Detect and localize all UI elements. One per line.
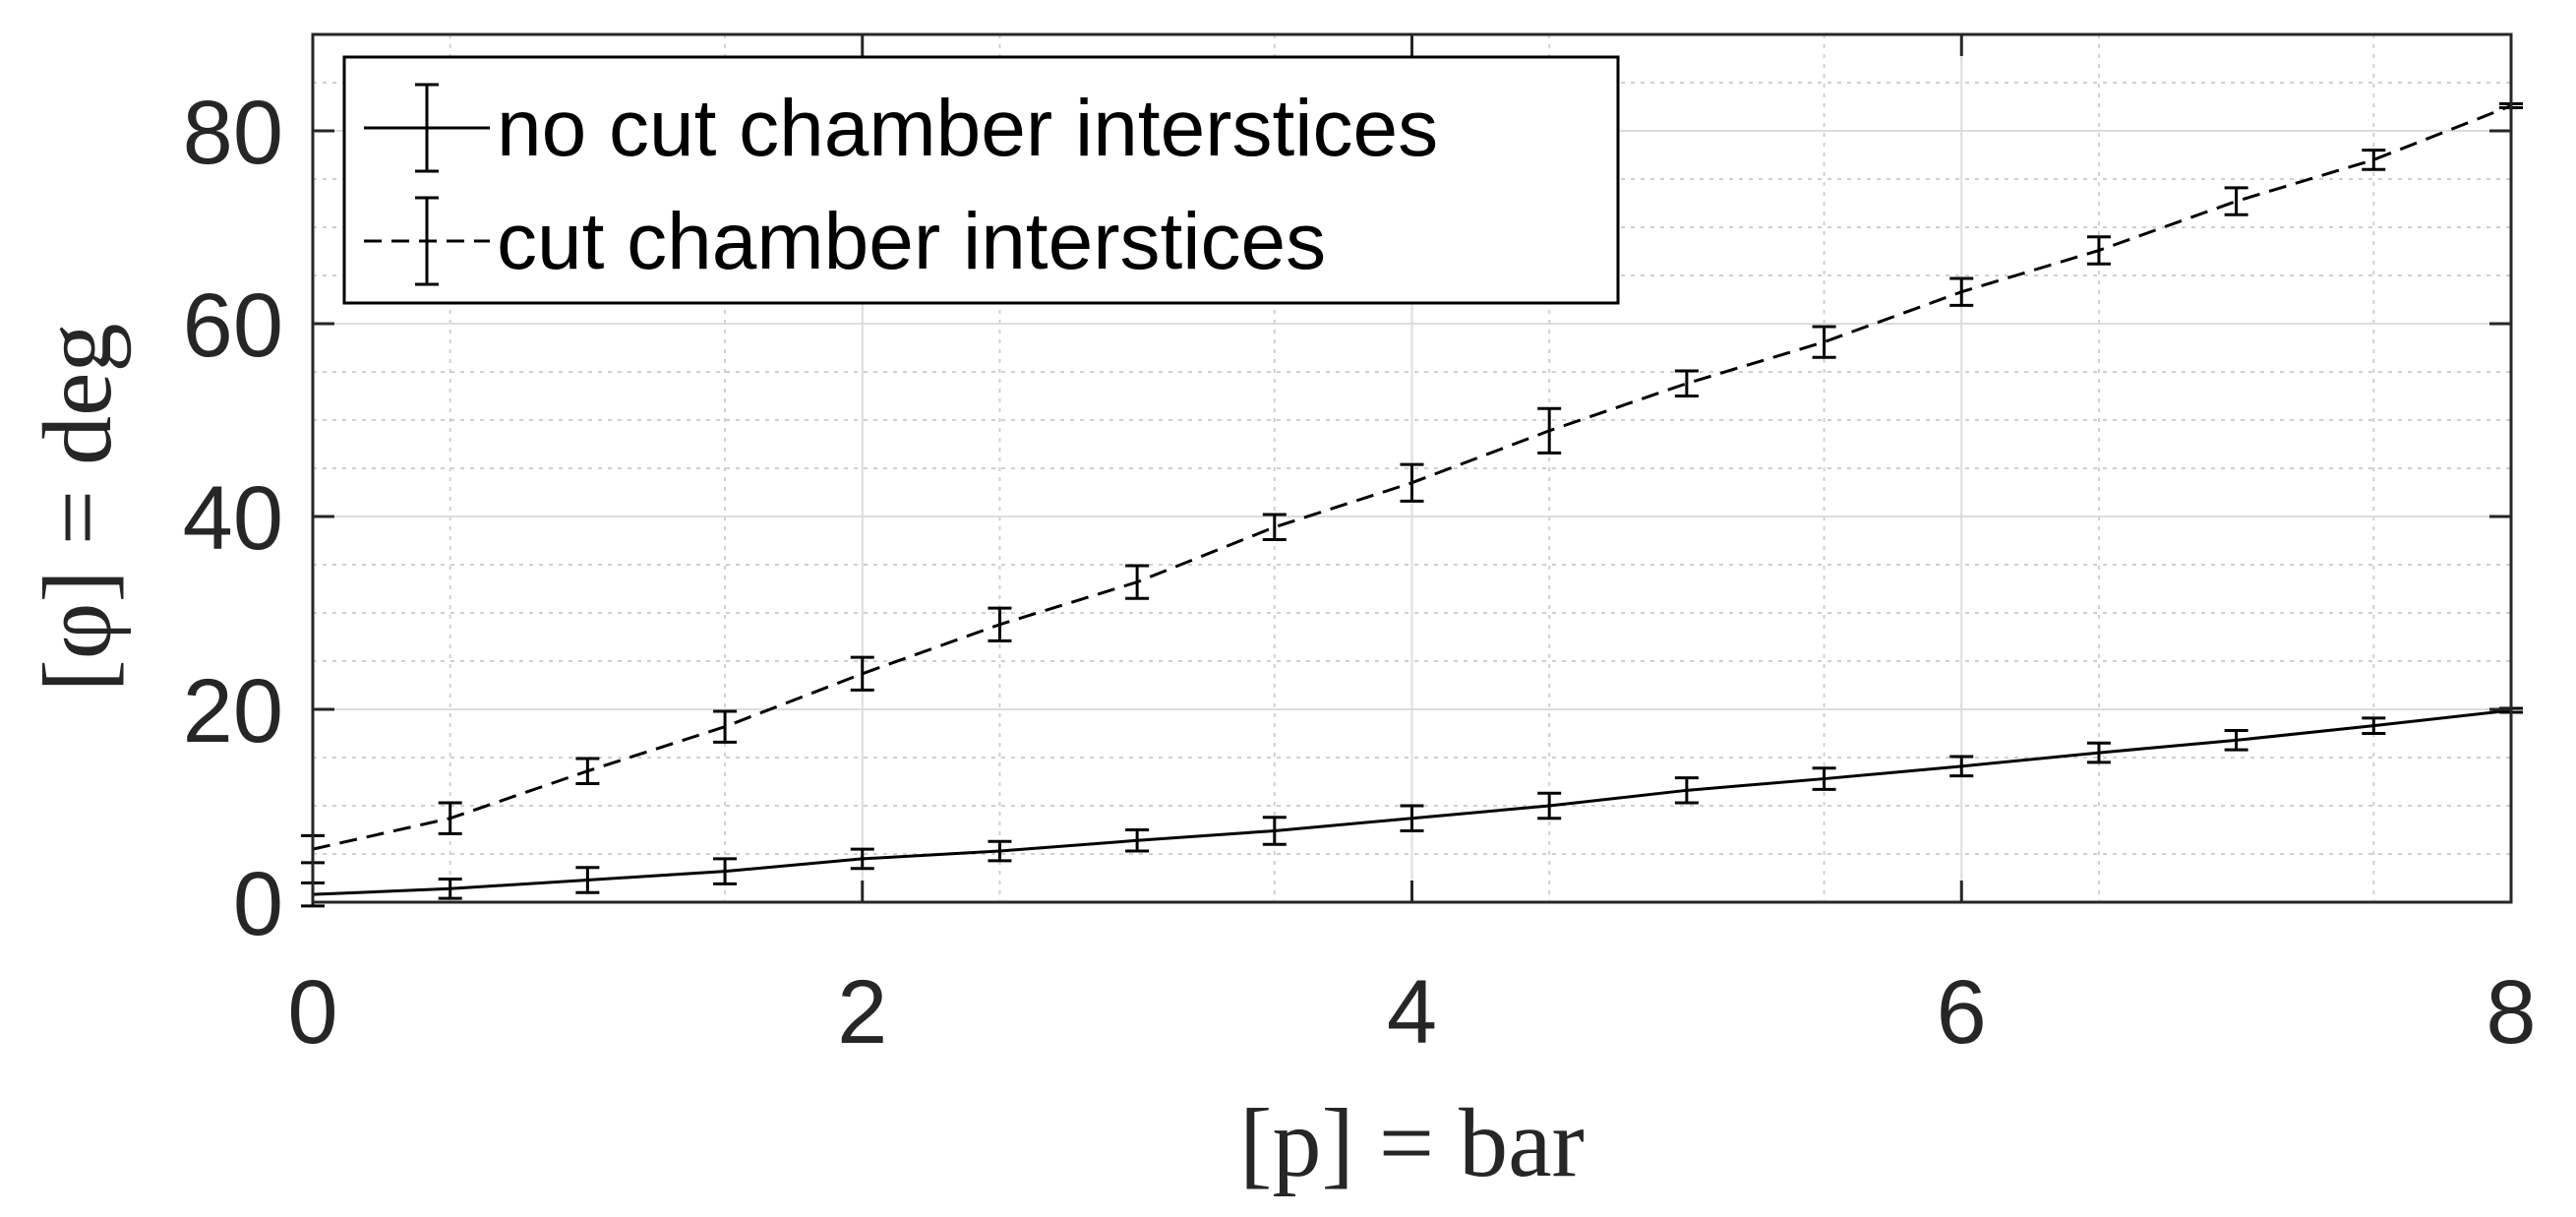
series-no-cut [301, 706, 2523, 908]
data-point [586, 879, 589, 882]
data-point [586, 769, 589, 772]
error-bar [2362, 716, 2386, 735]
error-bar [713, 857, 738, 885]
data-point [1548, 429, 1551, 432]
data-point [2097, 249, 2100, 252]
error-bar [1125, 564, 1150, 600]
axis-ticks [311, 34, 2513, 904]
error-bar [850, 655, 874, 692]
data-point [1548, 805, 1551, 807]
data-point [1410, 817, 1413, 820]
x-tick-label: 4 [1387, 962, 1437, 1063]
error-bar [850, 847, 874, 871]
error-bar [1262, 816, 1287, 846]
data-point [1685, 789, 1688, 792]
data-point [861, 857, 864, 860]
data-point [2235, 739, 2238, 742]
x-tick-label: 6 [1937, 962, 1987, 1063]
x-tick-label: 2 [837, 962, 887, 1063]
error-bar [575, 757, 600, 785]
data-point [2235, 200, 2238, 203]
data-point [724, 725, 727, 728]
data-point [1960, 290, 1963, 293]
data-point [1273, 525, 1276, 528]
legend-label-no-cut: no cut chamber interstices [497, 84, 1438, 173]
error-bar [713, 709, 738, 744]
error-bar [1949, 755, 1974, 778]
data-point [1136, 580, 1139, 583]
error-bar [2224, 729, 2248, 752]
data-point [449, 817, 451, 820]
data-point [2097, 752, 2100, 755]
error-bar [1400, 462, 1424, 503]
legend-box [342, 55, 1620, 305]
y-tick-label: 20 [183, 661, 283, 761]
data-point [1410, 481, 1413, 484]
data-point [1823, 777, 1826, 780]
error-bar [1674, 776, 1699, 805]
legend: no cut chamber interstices cut chamber i… [342, 55, 1620, 305]
data-point [1685, 382, 1688, 385]
data-point [449, 887, 451, 890]
error-bar [1125, 828, 1150, 853]
data-point [724, 870, 727, 873]
error-bar [1812, 325, 1836, 359]
series-layer [301, 102, 2523, 908]
data-point [998, 850, 1001, 853]
error-bar [2362, 149, 2386, 171]
series-cut [301, 102, 2523, 865]
error-bar [988, 606, 1012, 642]
legend-sample-solid [364, 83, 490, 173]
data-point [1823, 340, 1826, 343]
error-bar [1537, 406, 1562, 455]
error-bar [988, 839, 1012, 863]
x-axis-label: [p] = bar [1239, 1088, 1585, 1197]
error-bar [438, 877, 462, 900]
data-point [998, 623, 1001, 626]
error-bar [1949, 276, 1974, 307]
error-bar [2086, 235, 2111, 266]
error-bar [575, 866, 600, 894]
error-bar [1537, 791, 1562, 821]
x-tick-label: 8 [2486, 962, 2536, 1063]
legend-sample-dashed [364, 196, 490, 286]
data-point [1136, 839, 1139, 842]
data-point [1273, 829, 1276, 832]
data-point [2372, 158, 2375, 161]
data-point [1960, 764, 1963, 767]
y-tick-label: 0 [233, 854, 283, 954]
data-point [861, 672, 864, 675]
y-axis-label: [φ] = deg [23, 323, 132, 692]
y-tick-label: 80 [183, 83, 283, 183]
data-point [2372, 724, 2375, 727]
error-bar [1400, 804, 1424, 832]
error-bar [2086, 741, 2111, 764]
error-bar [2224, 186, 2248, 216]
error-bar [1262, 513, 1287, 542]
x-tick-label: 0 [287, 962, 337, 1063]
y-tick-label: 60 [183, 275, 283, 376]
error-bar [1812, 766, 1836, 791]
y-tick-label: 40 [183, 468, 283, 569]
error-bar [438, 801, 462, 835]
error-bar [1674, 369, 1699, 397]
legend-label-cut: cut chamber interstices [497, 197, 1326, 286]
